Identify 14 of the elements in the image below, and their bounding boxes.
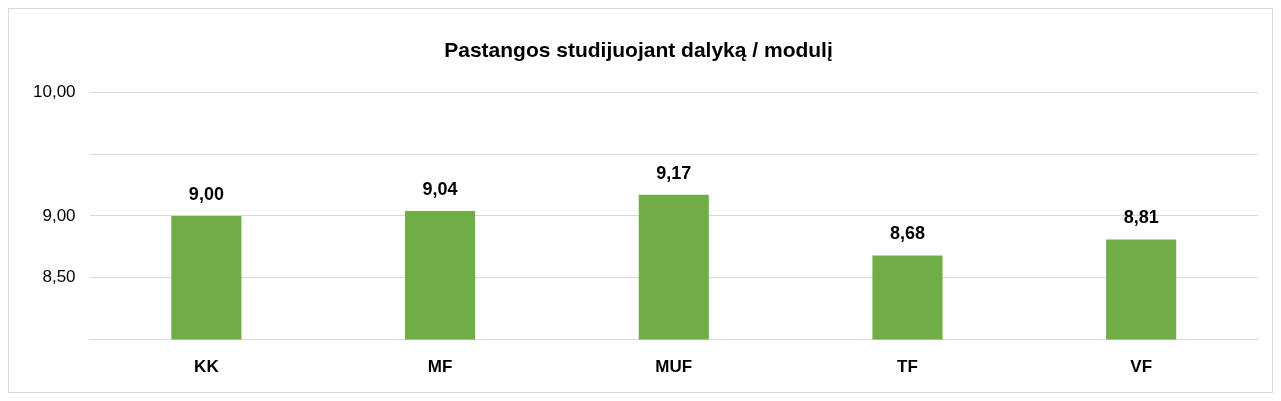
y-tick-label: 10,00: [32, 81, 76, 101]
y-tick-label: 8,50: [42, 267, 76, 287]
chart-title: Pastangos studijuojant dalyką / modulį: [444, 38, 833, 62]
y-tick-label: 9,00: [42, 205, 76, 225]
data-label: 9,00: [188, 183, 224, 204]
data-label: 9,04: [422, 178, 458, 199]
data-label: 9,17: [656, 162, 692, 183]
x-tick-label: TF: [897, 357, 918, 377]
x-tick-label: MF: [427, 357, 453, 377]
x-tick-label: KK: [194, 357, 220, 377]
data-label: 8,81: [1123, 207, 1159, 228]
x-tick-label: MUF: [655, 357, 693, 377]
data-label: 8,68: [889, 223, 925, 244]
x-tick-label: VF: [1130, 357, 1153, 377]
